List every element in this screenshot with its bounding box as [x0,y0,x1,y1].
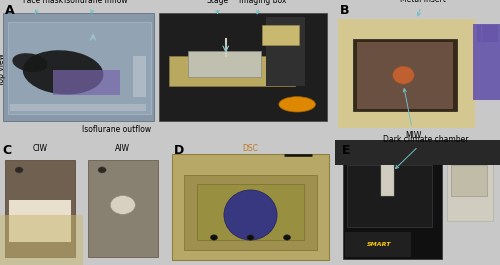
Text: Isoflurane inflow: Isoflurane inflow [64,0,128,13]
Text: CIW: CIW [32,144,48,153]
Circle shape [15,167,23,173]
FancyBboxPatch shape [447,161,494,221]
Circle shape [392,66,414,84]
FancyBboxPatch shape [343,156,442,259]
Ellipse shape [12,53,48,72]
FancyBboxPatch shape [450,165,487,196]
Text: E: E [342,144,350,157]
Text: SMART: SMART [368,242,392,248]
Circle shape [98,167,106,173]
Text: C: C [2,144,12,157]
Text: Imaging box: Imaging box [238,0,286,14]
FancyBboxPatch shape [338,20,475,128]
Text: Face mask: Face mask [23,0,63,14]
Text: AIW: AIW [116,144,130,153]
Circle shape [279,97,316,112]
FancyBboxPatch shape [10,104,146,111]
FancyBboxPatch shape [357,42,454,109]
Text: Top view: Top view [0,53,6,86]
Circle shape [247,235,254,240]
Text: Stage: Stage [206,0,229,14]
Text: MIW: MIW [404,89,421,140]
FancyBboxPatch shape [354,39,457,111]
FancyBboxPatch shape [160,12,327,121]
Text: B: B [340,4,349,17]
Text: Isoflurane outflow: Isoflurane outflow [82,125,151,134]
FancyBboxPatch shape [476,25,481,42]
Text: Metal insert: Metal insert [400,0,446,16]
FancyBboxPatch shape [474,24,500,100]
FancyBboxPatch shape [486,25,492,42]
FancyBboxPatch shape [4,12,154,121]
FancyBboxPatch shape [53,69,120,95]
FancyBboxPatch shape [335,140,500,165]
FancyBboxPatch shape [262,25,299,45]
Text: A: A [5,4,15,17]
Circle shape [110,196,136,214]
Ellipse shape [224,190,277,240]
FancyBboxPatch shape [188,51,260,77]
FancyBboxPatch shape [346,165,432,227]
Ellipse shape [23,50,103,94]
FancyBboxPatch shape [5,160,74,258]
FancyBboxPatch shape [8,22,151,114]
FancyBboxPatch shape [170,56,296,86]
FancyBboxPatch shape [9,200,70,242]
FancyBboxPatch shape [133,56,146,97]
FancyBboxPatch shape [198,184,304,240]
FancyBboxPatch shape [345,232,411,258]
Text: Bottom view: Bottom view [499,46,500,94]
FancyBboxPatch shape [172,154,328,260]
Circle shape [210,235,218,240]
FancyBboxPatch shape [88,160,158,258]
FancyBboxPatch shape [492,25,498,42]
FancyBboxPatch shape [184,175,317,250]
Text: Dark climate chamber: Dark climate chamber [383,135,468,169]
Text: D: D [174,144,184,157]
FancyBboxPatch shape [381,161,394,196]
FancyBboxPatch shape [0,215,83,265]
Text: DSC: DSC [242,144,258,153]
Circle shape [284,235,290,240]
FancyBboxPatch shape [482,25,486,42]
FancyBboxPatch shape [266,17,306,86]
